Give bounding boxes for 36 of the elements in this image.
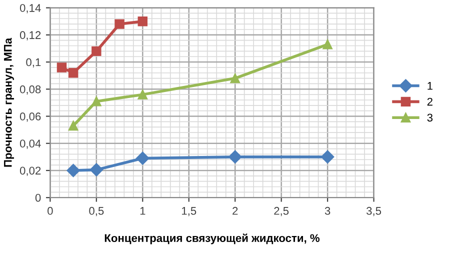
point [68,120,78,131]
x-tick-label: 1 [140,207,146,215]
point [138,16,148,26]
point [138,90,148,100]
x-tick-label: 0,5 [89,206,104,216]
y-tick-label: 0,06 [20,112,41,122]
legend-label: 2 [427,98,432,106]
y-tick-label: 0,02 [20,166,41,176]
y-tick-label: 0,08 [20,85,41,95]
x-tick-label: 3,5 [366,206,382,216]
point [56,62,67,72]
x-tick-label: 3 [324,206,330,215]
x-tick-label: 2 [232,206,238,215]
y-axis-title: Прочность гранул, МПа [4,38,14,167]
y-tick-label: 0,12 [20,31,41,40]
point [66,164,80,178]
point [90,163,103,176]
y-tick-label: 0,04 [20,140,41,149]
x-tick-label: 2,5 [274,206,289,216]
x-axis-title: Концентрация связующей жидкости, % [104,234,320,244]
point [320,150,334,164]
point [92,46,102,56]
y-tick-label: 0 [35,194,41,202]
point [230,73,240,84]
legend-label: 1 [428,82,432,90]
point [322,40,332,50]
y-tick-label: 0,14 [20,4,41,14]
x-tick-label: 0 [48,206,53,215]
legend-label: 3 [427,114,433,122]
point [114,19,124,29]
point [68,68,78,78]
x-tick-label: 1,5 [182,207,196,216]
y-tick-label: 0,1 [26,58,41,68]
point [92,96,102,106]
point [228,150,242,164]
point [136,152,150,165]
